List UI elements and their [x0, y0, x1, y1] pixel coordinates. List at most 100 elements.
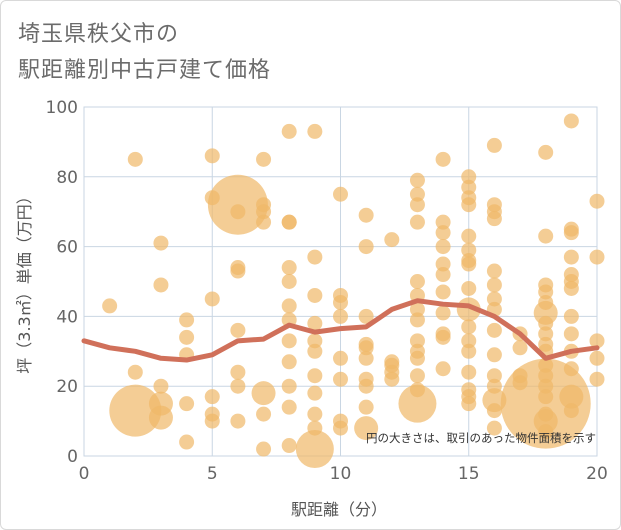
- data-point: [538, 326, 554, 342]
- y-tick-label: 20: [56, 377, 78, 397]
- data-point: [354, 416, 379, 441]
- data-point: [435, 305, 451, 321]
- data-point: [307, 315, 323, 331]
- data-point: [538, 424, 554, 440]
- data-point: [563, 225, 579, 241]
- data-point: [179, 396, 195, 412]
- data-point: [563, 113, 579, 129]
- data-point: [538, 389, 554, 405]
- data-point: [307, 343, 323, 359]
- data-point: [358, 350, 374, 366]
- data-point: [409, 368, 425, 384]
- data-point: [538, 357, 554, 373]
- data-point: [333, 350, 348, 366]
- data-point: [384, 232, 400, 248]
- data-point: [358, 239, 374, 255]
- data-point: [461, 197, 477, 213]
- data-point: [358, 308, 374, 324]
- data-point: [307, 368, 323, 384]
- trend-line: [81, 298, 600, 363]
- data-point: [179, 434, 195, 450]
- data-point: [409, 333, 425, 349]
- data-point: [307, 420, 323, 436]
- x-tick-label: 20: [586, 464, 608, 484]
- data-point: [486, 291, 502, 307]
- data-point: [435, 256, 451, 272]
- data-point: [538, 144, 554, 160]
- data-point: [409, 197, 425, 213]
- y-tick-labels: 0 20 40 60 80 100: [46, 98, 78, 467]
- data-point: [559, 384, 584, 409]
- data-point: [563, 361, 579, 377]
- data-point: [486, 137, 502, 153]
- data-point: [409, 312, 425, 328]
- data-point: [179, 312, 195, 328]
- data-point: [333, 294, 348, 310]
- data-point: [358, 378, 374, 394]
- data-point: [153, 235, 169, 251]
- data-point: [230, 263, 246, 279]
- data-point: [102, 298, 118, 314]
- x-tick-label: 10: [330, 464, 352, 484]
- data-point: [281, 354, 297, 370]
- y-tick-label: 100: [46, 98, 78, 118]
- data-point: [435, 151, 451, 167]
- bubble-size-note: 円の大きさは、取引のあった物件面積を示す: [366, 431, 596, 445]
- data-point: [281, 438, 297, 454]
- x-tick-labels: 0 5 10 15 20: [79, 464, 608, 484]
- data-point: [358, 207, 374, 223]
- data-point: [109, 384, 162, 437]
- data-point: [307, 287, 323, 303]
- data-point: [486, 322, 502, 338]
- data-point: [461, 343, 477, 359]
- data-point: [251, 381, 276, 406]
- data-point: [256, 204, 272, 220]
- data-point: [538, 294, 554, 310]
- data-point: [204, 190, 220, 206]
- data-point: [538, 228, 554, 244]
- data-point: [256, 406, 272, 422]
- x-tick-label: 5: [207, 464, 218, 484]
- data-point: [307, 249, 323, 265]
- data-point: [256, 151, 272, 167]
- chart-title-line1: 埼玉県秩父市の: [18, 22, 180, 47]
- data-point: [486, 420, 502, 436]
- data-point: [461, 228, 477, 244]
- data-point: [589, 350, 605, 366]
- data-point: [148, 405, 173, 430]
- data-point: [281, 298, 297, 314]
- data-point: [384, 371, 400, 387]
- data-point: [153, 277, 169, 293]
- data-point: [435, 267, 451, 283]
- data-point: [435, 329, 451, 345]
- data-point: [563, 280, 579, 296]
- data-point: [204, 389, 220, 405]
- x-tick-label: 0: [79, 464, 90, 484]
- data-point: [307, 406, 323, 422]
- data-point: [409, 214, 425, 230]
- chart-title-line2: 駅距離別中古戸建て価格: [18, 58, 272, 83]
- data-point: [486, 368, 502, 384]
- data-point: [409, 382, 425, 398]
- data-point: [461, 333, 477, 349]
- data-point: [538, 378, 554, 394]
- data-point: [538, 368, 554, 384]
- data-point: [589, 193, 605, 209]
- data-point: [398, 384, 437, 423]
- x-tick-label: 15: [458, 464, 480, 484]
- data-point: [461, 280, 477, 296]
- data-point: [204, 148, 220, 164]
- data-point: [204, 413, 220, 429]
- data-point: [486, 378, 502, 394]
- data-point: [435, 284, 451, 300]
- data-point: [281, 123, 297, 139]
- data-point: [230, 204, 246, 220]
- data-point: [538, 284, 554, 300]
- data-point: [435, 214, 451, 230]
- data-point: [281, 399, 297, 415]
- data-point: [486, 277, 502, 293]
- data-point: [281, 260, 297, 276]
- data-point: [563, 249, 579, 265]
- data-point: [281, 274, 297, 289]
